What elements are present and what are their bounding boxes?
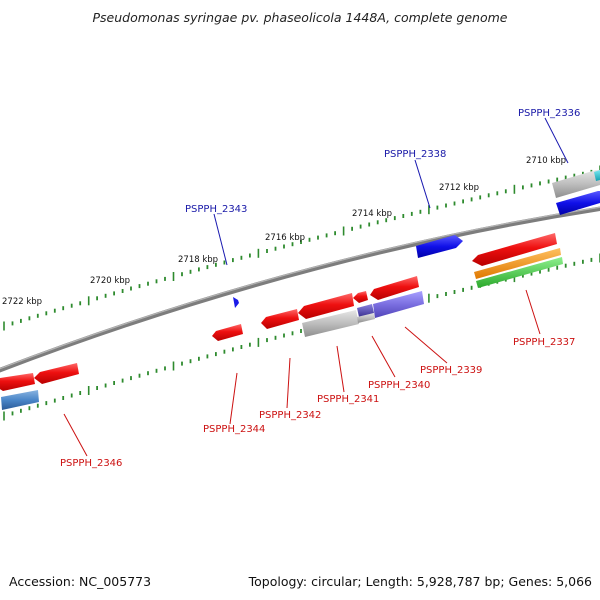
genome-summary-text: Topology: circular; Length: 5,928,787 bp… [248,574,592,589]
gene-label-2339[interactable]: PSPPH_2339 [420,365,482,376]
map-title: Pseudomonas syringae pv. phaseolicola 14… [92,10,508,25]
accession-text: Accession: NC_005773 [9,574,152,589]
gene-2344-arrow[interactable] [212,324,243,341]
gene-label-2346[interactable]: PSPPH_2346 [60,458,122,469]
gene-2336-blue-block[interactable] [556,191,600,215]
gene-2341-small-grey[interactable] [357,313,375,323]
gene-2340-purple-block[interactable] [357,304,374,317]
gene-2339-red-arrow[interactable] [370,276,419,300]
gene-2338-arrow[interactable] [416,235,463,258]
scale-label-2720: 2720 kbp [90,276,130,286]
gene-label-2337[interactable]: PSPPH_2337 [513,337,575,348]
gene-2341-grey-block[interactable] [302,310,359,337]
gene-label-2342[interactable]: PSPPH_2342 [259,410,321,421]
gene-label-2336[interactable]: PSPPH_2336 [518,108,580,119]
gene-2341-red-arrow[interactable] [298,293,354,319]
scale-label-2718: 2718 kbp [178,255,218,265]
gene-2339-purple-block[interactable] [373,291,424,318]
scale-label-2712: 2712 kbp [439,183,479,193]
gene-2342-arrow[interactable] [261,309,299,329]
gene-labels: PSPPH_2336 PSPPH_2338 PSPPH_2343 PSPPH_2… [60,108,580,469]
scale-label-2716: 2716 kbp [265,233,305,243]
gene-2336-arrow[interactable] [594,170,600,181]
leader-lines [63,117,569,457]
gene-2336-grey-block[interactable] [552,170,600,198]
gene-2346-arrow-a[interactable] [34,363,79,384]
forward-features [233,170,600,308]
gene-label-2344[interactable]: PSPPH_2344 [203,424,265,435]
gene-2346-steel-block[interactable] [1,390,39,410]
scale-label-2710: 2710 kbp [526,156,566,166]
gene-label-2343[interactable]: PSPPH_2343 [185,204,247,215]
gene-2343-arrow[interactable] [233,297,239,308]
gene-label-2338[interactable]: PSPPH_2338 [384,149,446,160]
gene-label-2341[interactable]: PSPPH_2341 [317,394,379,405]
scale-label-2722: 2722 kbp [2,297,42,307]
gene-2340-red-arrow[interactable] [353,291,368,303]
reverse-features [0,233,563,410]
gene-2346-arrow-b[interactable] [0,373,35,391]
outer-tick-row [3,165,600,331]
gene-label-2340[interactable]: PSPPH_2340 [368,380,430,391]
scale-labels: 2710 kbp 2712 kbp 2714 kbp 2716 kbp 2718… [2,156,566,307]
genome-backbone [0,206,600,373]
gene-2337-orange-block[interactable] [474,248,561,279]
gene-2337-green-block[interactable] [476,257,563,288]
scale-label-2714: 2714 kbp [352,209,392,219]
gene-2337-red-arrow[interactable] [472,233,557,266]
